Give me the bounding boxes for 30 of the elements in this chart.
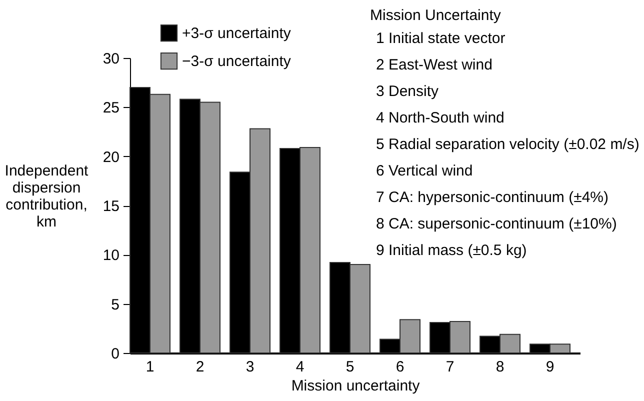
- annotation: 3 Density: [376, 83, 440, 100]
- annotation: 9 Initial mass (±0.5 kg): [376, 242, 527, 259]
- legend-label: +3-σ uncertainty: [182, 25, 292, 42]
- y-tick-label: 30: [102, 50, 120, 68]
- x-tick-label: 9: [546, 358, 554, 376]
- y-tick-label: 10: [102, 247, 120, 264]
- x-tick-label: 3: [246, 358, 254, 376]
- text: Mission Uncertainty: [370, 7, 502, 24]
- legend-label: −3-σ uncertainty: [182, 53, 292, 70]
- x-tick-label: 7: [446, 358, 454, 376]
- x-tick-label: 2: [196, 358, 204, 376]
- y-tick-label: 15: [102, 198, 120, 215]
- x-tick-label: 1: [146, 358, 154, 376]
- y-tick-label: 5: [111, 296, 120, 314]
- x-tick-label: 6: [396, 358, 404, 376]
- y-tick-label: 20: [102, 148, 120, 166]
- annotation: 2 East-West wind: [376, 56, 492, 74]
- x-axis-title: Mission uncertainty: [291, 378, 420, 394]
- y-tick-label: 25: [102, 100, 120, 117]
- annotation: 4 North-South wind: [376, 110, 504, 126]
- annotation: 7 CA: hypersonic-continuum (±4%): [376, 189, 608, 206]
- x-tick-label: 8: [496, 358, 504, 376]
- x-tick-label: 5: [346, 358, 354, 376]
- annotation: 5 Radial separation velocity (±0.02 m/s): [376, 136, 640, 153]
- x-tick-label: 4: [296, 358, 304, 376]
- annotation: 8 CA: supersonic-continuum (±10%): [376, 216, 617, 232]
- y-axis-title: Independent dispersion contribution, km: [4, 162, 90, 231]
- text: 1 Initial state vector: [376, 30, 506, 47]
- annotation: 6 Vertical wind: [376, 162, 473, 180]
- y-tick-label: 0: [111, 346, 120, 362]
